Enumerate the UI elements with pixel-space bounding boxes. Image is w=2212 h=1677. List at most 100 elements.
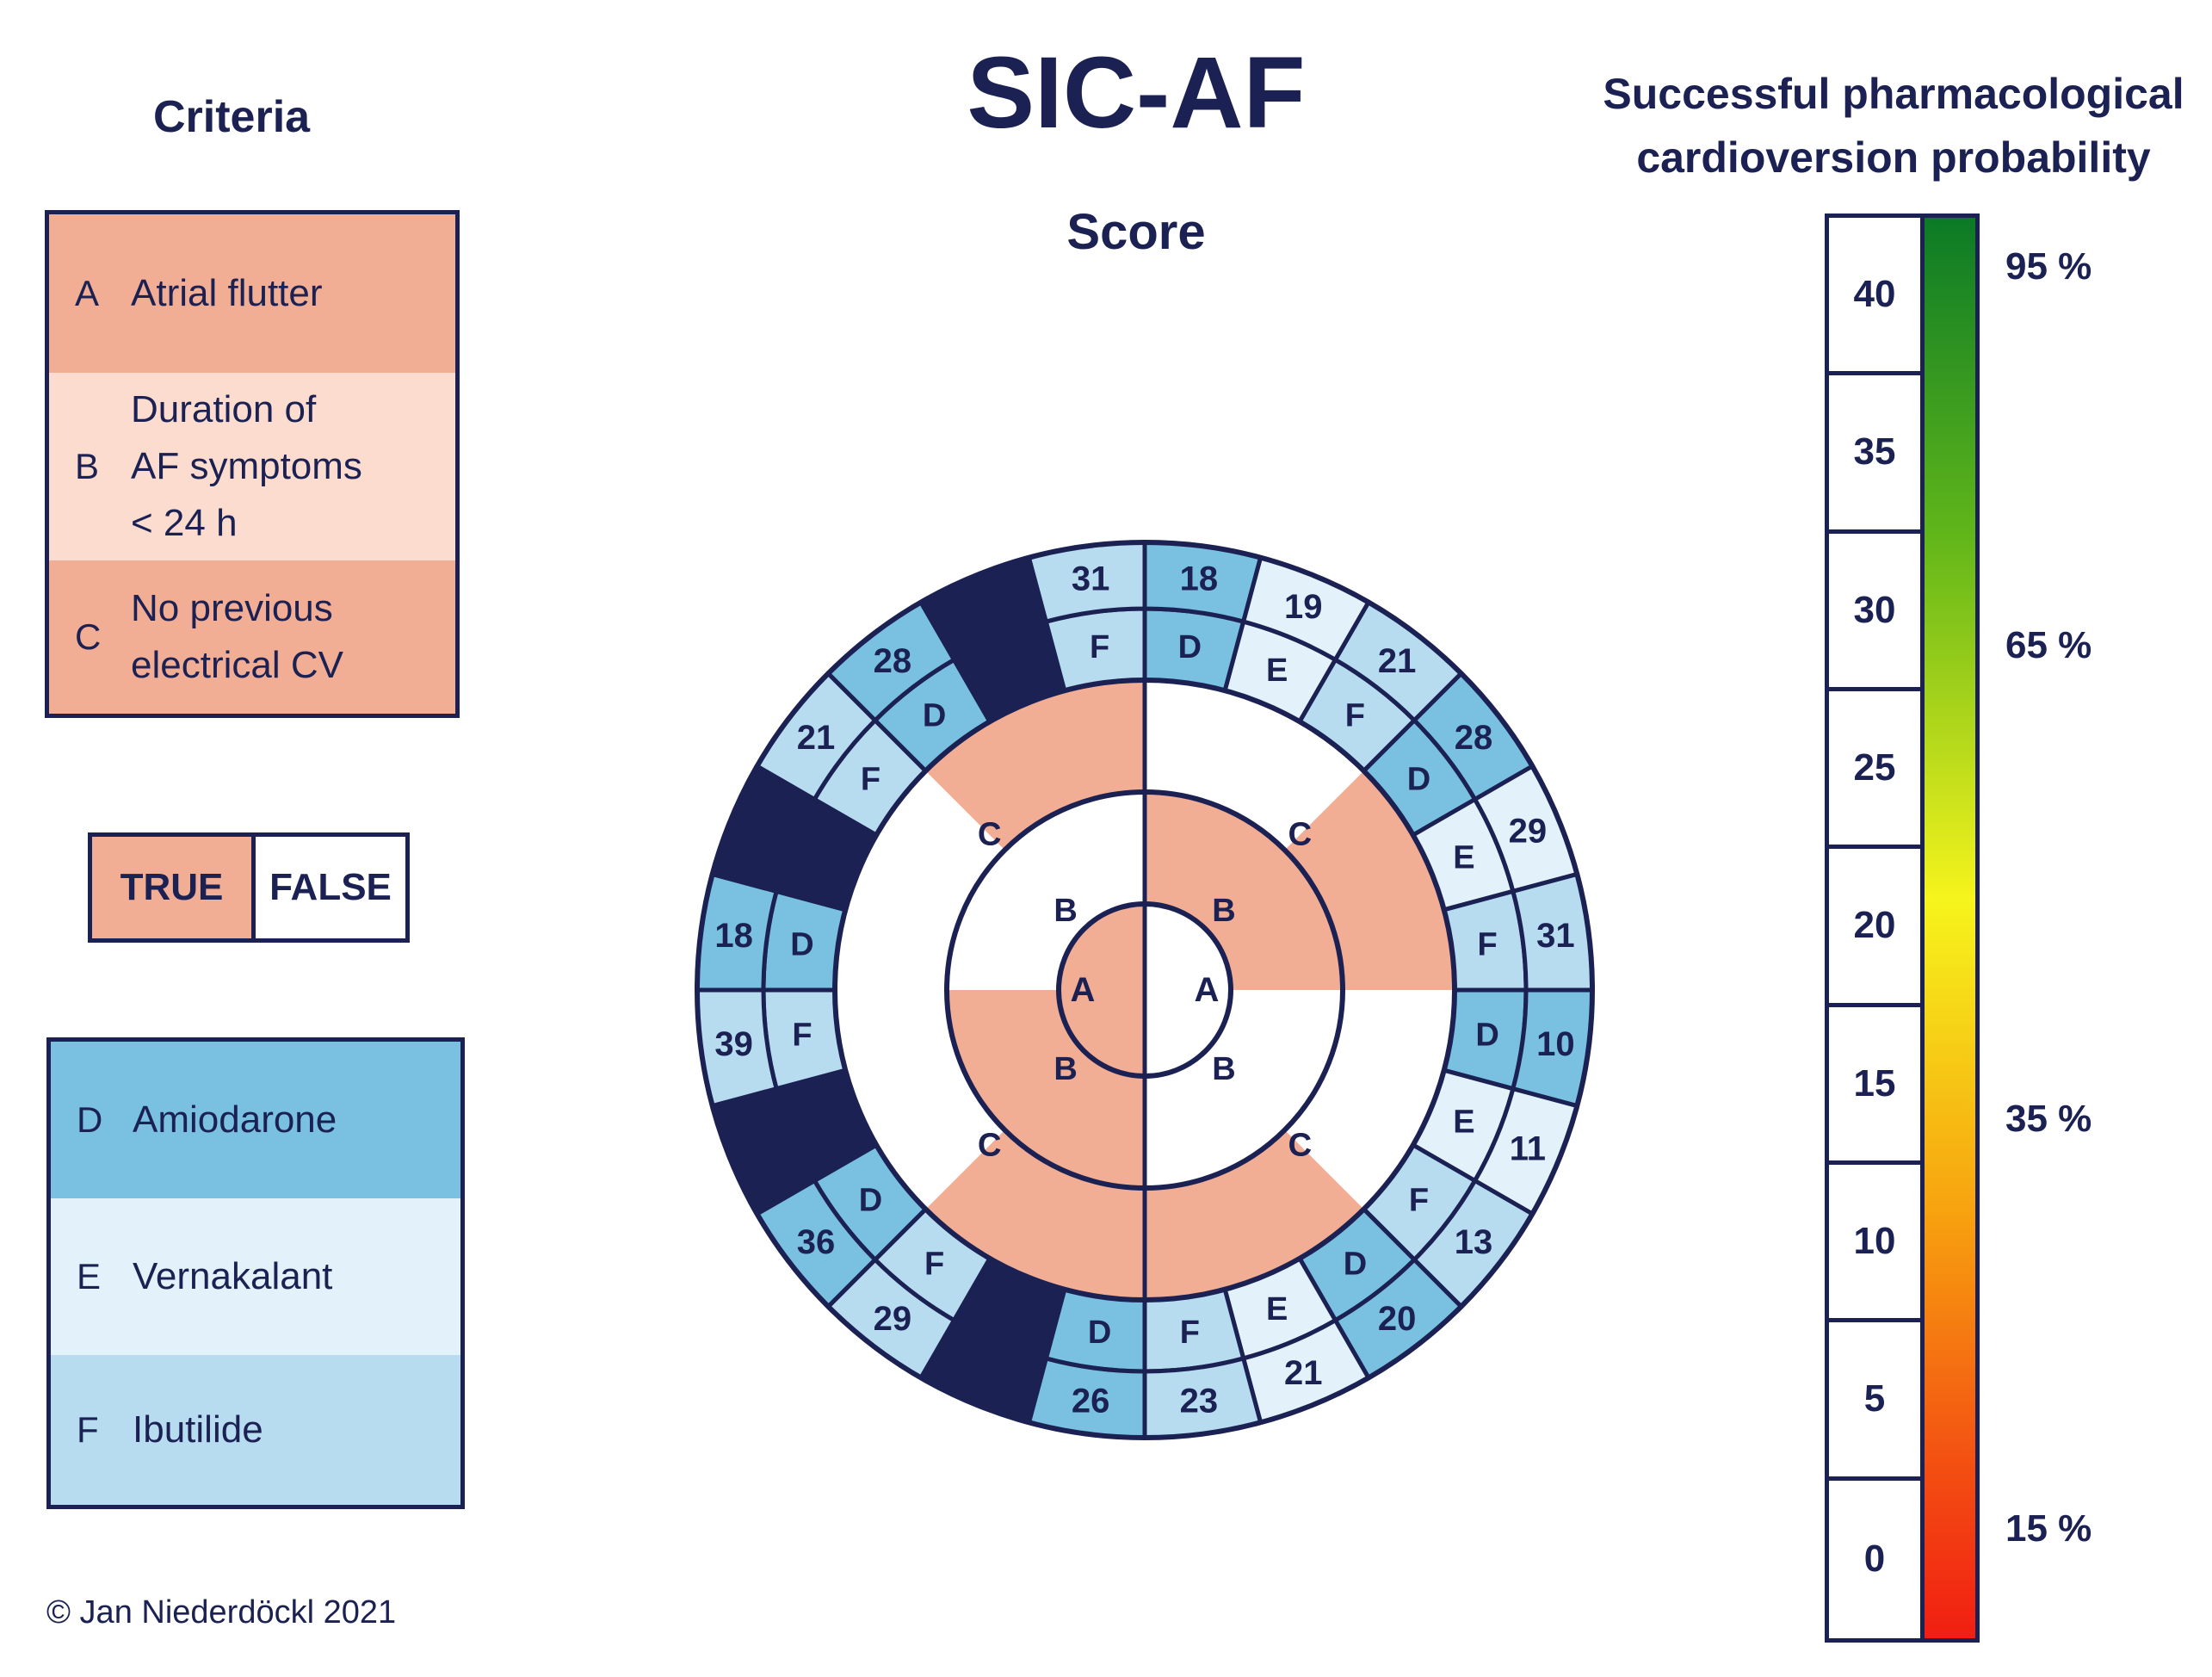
drug-score: 31 [1536, 917, 1575, 955]
probability-heading: Successful pharmacological cardioversion… [1575, 62, 2212, 189]
drug-letter: F [924, 1247, 944, 1283]
score-scale: 40 35 30 25 20 15 10 5 0 [1825, 213, 1925, 1643]
criteria-row-a: A Atrial flutter [49, 214, 455, 373]
drug-score: 19 [1284, 588, 1323, 626]
drug-score: 13 [1455, 1223, 1493, 1261]
a-sector [1059, 904, 1145, 1076]
drug-letter: E [1453, 1105, 1474, 1141]
c-sector [835, 770, 1005, 990]
b-label: B [1053, 893, 1077, 929]
drug-letter: D [1088, 1315, 1111, 1351]
criteria-letter: B [75, 446, 100, 486]
score-scale-cell: 40 [1829, 218, 1920, 376]
a-label: A [1071, 971, 1096, 1009]
drug-row-d: D Amiodarone [51, 1042, 460, 1198]
drug-score: 29 [1509, 813, 1548, 851]
drug-score: 29 [874, 1300, 912, 1338]
criteria-label-line: No previous [131, 587, 333, 629]
drug-score: 10 [1536, 1025, 1575, 1063]
criteria-label: Atrial flutter [131, 272, 323, 314]
c-sector [1145, 1129, 1364, 1300]
criteria-label-line: < 24 h [131, 502, 238, 544]
drug-letter: F [1090, 629, 1109, 665]
c-sector [925, 680, 1145, 851]
drug-score: 11 [1510, 1129, 1546, 1167]
c-label: C [978, 817, 1001, 853]
true-false-legend: TRUE FALSE [88, 832, 410, 943]
drug-letter: F [77, 1409, 99, 1450]
criteria-label-line: electrical CV [131, 644, 343, 686]
c-label: C [1288, 1127, 1312, 1163]
score-scale-cell: 5 [1829, 1322, 1920, 1481]
criteria-row-c: C No previous electrical CV [49, 560, 455, 714]
drug-letter: F [792, 1017, 812, 1053]
criteria-letter: C [75, 616, 102, 657]
drug-score: 18 [714, 917, 753, 955]
drug-label: Ibutilide [133, 1408, 263, 1451]
drug-letter: E [77, 1256, 102, 1296]
drug-row-f: F Ibutilide [51, 1355, 460, 1505]
drug-letter: F [1345, 697, 1365, 733]
drug-letter: D [923, 697, 946, 733]
true-label: TRUE [92, 837, 256, 938]
percent-label: 65 % [2005, 623, 2092, 666]
drug-score: 36 [797, 1223, 836, 1261]
criteria-label: Duration of AF symptoms < 24 h [131, 381, 362, 552]
drug-row-e: E Vernakalant [51, 1198, 460, 1355]
c-label: C [1288, 817, 1312, 853]
probability-heading-line: cardioversion probability [1636, 133, 2151, 182]
drug-score: 39 [714, 1025, 753, 1063]
drug-label: Amiodarone [133, 1098, 337, 1141]
score-scale-cell: 0 [1863, 1538, 1886, 1581]
drug-score: 21 [1284, 1354, 1323, 1392]
drug-score: 28 [1455, 719, 1493, 757]
b-label: B [1212, 1051, 1235, 1087]
c-label: C [978, 817, 1001, 853]
drug-letter: E [1266, 1291, 1288, 1327]
b-sector [947, 792, 1145, 990]
a-label: A [1195, 971, 1220, 1009]
sunburst-wheel: D 18 E 19 F 21 D 28 E 29 F 31 D 10 E 11 F 13 D 20 E 21 F 23 D 26 F… [695, 540, 1595, 1440]
score-scale-cell: 20 [1829, 849, 1920, 1007]
score-subtitle: Score [1066, 204, 1206, 260]
c-sector [835, 990, 1005, 1210]
c-label: C [1288, 1127, 1312, 1163]
drug-score: 31 [1072, 560, 1110, 598]
score-scale-cell: 15 [1829, 1007, 1920, 1165]
drug-letter: F [1477, 927, 1497, 963]
b-label: B [1053, 1051, 1077, 1087]
score-scale-cell: 25 [1829, 691, 1920, 850]
b-sector [1145, 990, 1343, 1188]
probability-heading-line: Successful pharmacological [1603, 70, 2184, 118]
c-sector [1284, 990, 1455, 1210]
criteria-table: A Atrial flutter B Duration of AF sympto… [45, 210, 460, 718]
score-scale-cell: 35 [1829, 375, 1920, 534]
drug-score: 21 [1378, 642, 1417, 680]
copyright: © Jan Niederdöckl 2021 [46, 1594, 397, 1631]
false-label: FALSE [256, 837, 405, 938]
probability-gradient [1925, 213, 1980, 1643]
percent-label: 35 % [2005, 1097, 2092, 1140]
drug-letter: F [1180, 1315, 1200, 1351]
criteria-letter: A [75, 273, 100, 313]
drug-score: 18 [1180, 560, 1219, 598]
a-sector [1145, 904, 1231, 1076]
criteria-row-b: B Duration of AF symptoms < 24 h [49, 373, 455, 560]
drug-letter: D [77, 1099, 103, 1140]
b-sector [1145, 792, 1343, 990]
c-sector [1284, 770, 1455, 990]
drug-letter: F [861, 762, 880, 798]
drug-letter: D [790, 927, 813, 963]
score-scale-cell: 10 [1829, 1165, 1920, 1323]
drug-table: D Amiodarone E Vernakalant F Ibutilide [46, 1037, 465, 1509]
drug-letter: F [1409, 1182, 1429, 1218]
drug-score: 28 [874, 642, 912, 680]
outer-border [695, 540, 1595, 1440]
c-sector [1145, 680, 1364, 851]
criteria-label-line: Duration of [131, 388, 317, 430]
criteria-label-line: AF symptoms [131, 445, 362, 487]
drug-score: 21 [797, 719, 836, 757]
drug-letter: D [859, 1182, 882, 1218]
drug-letter: D [1407, 762, 1430, 798]
drug-score: 23 [1180, 1382, 1219, 1420]
